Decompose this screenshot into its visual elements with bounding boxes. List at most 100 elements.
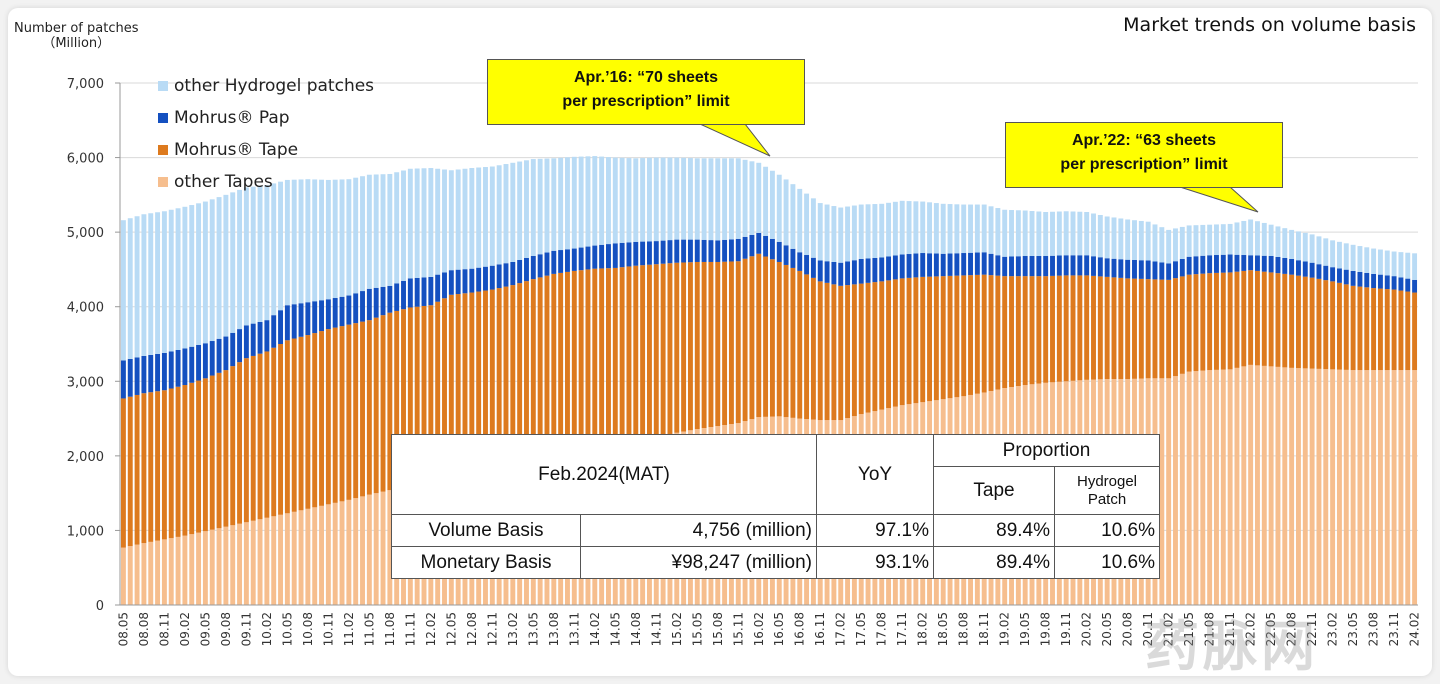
bar-segment xyxy=(435,274,441,302)
bar-segment xyxy=(797,188,803,253)
bar-segment xyxy=(571,156,577,249)
bar-segment xyxy=(134,216,140,358)
bar-segment xyxy=(735,158,741,239)
legend-swatch-mohrus-pap xyxy=(158,113,168,123)
bar-segment xyxy=(968,252,973,276)
bar-segment xyxy=(442,298,447,480)
bar-segment xyxy=(1323,238,1329,266)
bar-segment xyxy=(1398,370,1404,605)
x-tick-label: 18.02 xyxy=(916,612,930,646)
yoy-header: YoY xyxy=(816,434,934,515)
bar-segment xyxy=(196,344,202,381)
bar-segment xyxy=(1405,370,1411,605)
bar-segment xyxy=(995,275,1001,390)
bar-segment xyxy=(1084,212,1090,256)
bar-segment xyxy=(1309,368,1315,605)
bar-segment xyxy=(578,247,584,271)
bar-segment xyxy=(1234,222,1240,255)
bar-segment xyxy=(954,253,960,276)
bar-segment xyxy=(708,158,714,241)
bar-segment xyxy=(250,186,256,324)
x-tick-label: 14.02 xyxy=(588,612,602,646)
bar-segment xyxy=(605,157,611,245)
bar-segment xyxy=(483,290,488,470)
bar-segment xyxy=(728,261,734,425)
bar-segment xyxy=(1316,278,1322,369)
bar-segment xyxy=(797,270,803,419)
x-tick-label: 17.11 xyxy=(895,612,909,646)
bar-segment xyxy=(353,293,359,324)
table-row-volume: Volume Basis 4,756 (million) 97.1% 89.4%… xyxy=(391,514,1160,547)
bar-segment xyxy=(619,157,625,243)
x-tick-label: 19.02 xyxy=(998,612,1012,646)
bar-segment xyxy=(1056,255,1062,276)
bar-segment xyxy=(1405,252,1411,279)
bar-segment xyxy=(380,315,386,492)
x-tick-label: 22.08 xyxy=(1285,612,1299,646)
bar-segment xyxy=(749,256,755,420)
x-tick-label: 16.05 xyxy=(772,612,786,646)
bar-segment xyxy=(278,310,284,344)
bar-segment xyxy=(728,239,734,262)
bar-segment xyxy=(810,277,816,420)
bar-segment xyxy=(544,275,550,457)
bar-segment xyxy=(325,329,331,505)
bar-segment xyxy=(1173,376,1178,605)
bar-segment xyxy=(1132,220,1137,260)
bar-segment xyxy=(1200,255,1206,274)
bar-segment xyxy=(496,165,502,265)
bar-segment xyxy=(1214,272,1219,370)
bar-segment xyxy=(1104,276,1110,380)
bar-segment xyxy=(831,284,837,421)
bar-segment xyxy=(1316,368,1322,605)
bar-segment xyxy=(749,161,755,235)
bar-segment xyxy=(243,325,249,359)
bar-segment xyxy=(469,292,475,474)
bar-segment xyxy=(134,394,140,545)
bar-segment xyxy=(1015,256,1021,277)
bar-segment xyxy=(776,174,782,242)
bar-segment xyxy=(1364,287,1370,371)
legend-item-mohrus-tape: Mohrus® Tape xyxy=(158,134,374,166)
bar-segment xyxy=(1002,256,1008,277)
bar-segment xyxy=(155,353,161,392)
bar-segment xyxy=(619,267,625,443)
bar-segment xyxy=(913,201,919,254)
bar-segment xyxy=(1384,289,1390,371)
bar-segment xyxy=(127,546,133,605)
bar-segment xyxy=(476,167,482,268)
x-tick-label: 18.08 xyxy=(957,612,971,646)
bar-segment xyxy=(175,386,181,537)
bar-segment xyxy=(202,378,208,532)
bar-segment xyxy=(155,540,161,605)
bar-segment xyxy=(1248,255,1254,271)
bar-segment xyxy=(626,158,632,243)
bar-segment xyxy=(578,270,584,451)
row-value: 4,756 (million) xyxy=(580,514,817,547)
bar-segment xyxy=(1015,210,1021,257)
bar-segment xyxy=(476,267,482,292)
bar-segment xyxy=(1029,276,1035,385)
bar-segment xyxy=(271,347,277,517)
bar-segment xyxy=(722,239,728,262)
bar-segment xyxy=(1330,281,1336,370)
bar-segment xyxy=(1084,275,1090,380)
bar-segment xyxy=(332,179,338,299)
bar-segment xyxy=(626,266,632,442)
bar-segment xyxy=(1070,211,1076,256)
bar-segment xyxy=(360,291,365,322)
bar-segment xyxy=(1220,369,1226,605)
bar-segment xyxy=(1254,365,1260,605)
bar-segment xyxy=(168,538,174,605)
bar-segment xyxy=(1179,226,1185,259)
bar-segment xyxy=(202,531,208,605)
bar-segment xyxy=(387,285,393,313)
bar-segment xyxy=(701,158,707,240)
bar-segment xyxy=(687,239,693,263)
bar-segment xyxy=(503,164,509,264)
bar-segment xyxy=(182,348,188,386)
bar-segment xyxy=(325,299,331,330)
bar-segment xyxy=(209,375,215,530)
bar-segment xyxy=(968,204,973,253)
bar-segment xyxy=(1302,261,1308,277)
